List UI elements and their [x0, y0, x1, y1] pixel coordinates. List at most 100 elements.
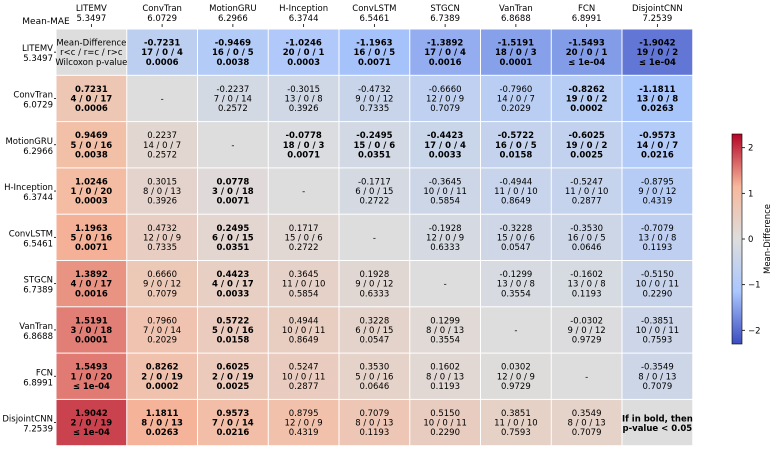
cell-background [198, 29, 268, 75]
cell-mean-difference: 0.1717 [289, 224, 319, 234]
cell-win-tie-loss: 13 / 0 / 8 [638, 233, 676, 243]
cell-diagonal: - [231, 141, 234, 151]
cell-mean-difference: -0.9573 [639, 131, 675, 141]
cell-mean-difference: -0.5722 [498, 131, 534, 141]
cell-background [481, 122, 551, 168]
cell-win-tie-loss: 14 / 0 / 7 [637, 141, 679, 151]
cell-background [198, 353, 268, 399]
cell-win-tie-loss: 19 / 0 / 2 [637, 48, 679, 58]
cell-win-tie-loss: 8 / 0 / 13 [568, 419, 606, 429]
column-header-mae: 6.5461 [360, 14, 390, 24]
cell-win-tie-loss: 3 / 0 / 18 [71, 326, 113, 336]
cell-background [127, 75, 197, 122]
column-header-mae: 6.8991 [572, 14, 602, 24]
cell-background [56, 214, 127, 260]
cell-win-tie-loss: 17 / 0 / 4 [424, 141, 466, 151]
cell-p-value: 0.8649 [289, 336, 319, 346]
cell-background [56, 75, 127, 122]
cell-p-value: 0.6333 [430, 243, 460, 253]
cell-p-value: 0.0038 [75, 150, 108, 160]
cell-mean-difference: 0.2495 [216, 224, 249, 234]
cell-p-value: 0.7079 [572, 428, 602, 438]
column-header-name: H-Inception [279, 4, 328, 14]
cell-win-tie-loss: 13 / 0 / 8 [568, 280, 606, 290]
cell-background [622, 307, 693, 353]
cell-mean-difference: 0.0302 [501, 363, 531, 373]
cell-win-tie-loss: 1 / 0 / 20 [71, 187, 113, 197]
cell-win-tie-loss: 4 / 0 / 17 [71, 94, 113, 104]
cell-mean-difference: -1.1811 [639, 85, 675, 95]
cell-mean-difference: -0.4944 [499, 177, 532, 187]
cell-win-tie-loss: 17 / 0 / 4 [141, 48, 183, 58]
cell-mean-difference: 0.7231 [75, 85, 108, 95]
cell-background [339, 261, 410, 307]
cell-win-tie-loss: 15 / 0 / 6 [354, 141, 396, 151]
corner-label: Mean-MAE [22, 17, 70, 27]
cell-legend-line: Wilcoxon p-value [55, 58, 127, 68]
row-header-mae: 7.2539 [23, 425, 53, 435]
cell-mean-difference: -0.4423 [427, 131, 463, 141]
cell-win-tie-loss: 12 / 0 / 9 [143, 233, 181, 243]
cell-win-tie-loss: 7 / 0 / 14 [212, 419, 254, 429]
cell-mean-difference: 0.1299 [430, 316, 460, 326]
cell-background [268, 399, 339, 446]
cell-mean-difference: -0.1299 [499, 270, 532, 280]
cell-p-value: 0.3926 [147, 197, 177, 207]
colorbar-tick-label: −2 [748, 326, 761, 336]
cell-mean-difference: 0.3851 [501, 409, 531, 419]
cell-background [268, 75, 339, 122]
cell-diagonal: - [585, 372, 588, 382]
cell-background [481, 214, 551, 260]
row-header-mae: 6.5461 [23, 239, 53, 249]
heatmap-cell: - [551, 353, 622, 399]
cell-background [268, 214, 339, 260]
cell-p-value: 0.0025 [570, 150, 603, 160]
row-header-name: STGCN [24, 276, 53, 286]
cell-p-value: 0.5854 [289, 289, 319, 299]
cell-mean-difference: -0.1602 [570, 270, 603, 280]
cell-mean-difference: -0.7079 [641, 224, 674, 234]
heatmap-cell: - [198, 122, 268, 168]
cell-p-value: 0.0006 [75, 104, 108, 114]
cell-mean-difference: 1.1811 [146, 409, 179, 419]
cell-p-value: 0.0033 [216, 289, 249, 299]
colorbar-tick-label: 1 [748, 189, 753, 199]
cell-background [410, 399, 480, 446]
cell-win-tie-loss: 9 / 0 / 12 [568, 326, 606, 336]
cell-background [268, 29, 339, 75]
row-header-name: ConvTran [13, 90, 53, 100]
cell-p-value: 0.0216 [641, 150, 674, 160]
cell-win-tie-loss: 5 / 0 / 16 [355, 372, 393, 382]
cell-background [339, 29, 410, 75]
column-header-name: ConvTran [142, 4, 182, 14]
cell-mean-difference: 0.5150 [430, 409, 460, 419]
cell-mean-difference: -1.9042 [639, 39, 675, 49]
cell-background [481, 353, 551, 399]
